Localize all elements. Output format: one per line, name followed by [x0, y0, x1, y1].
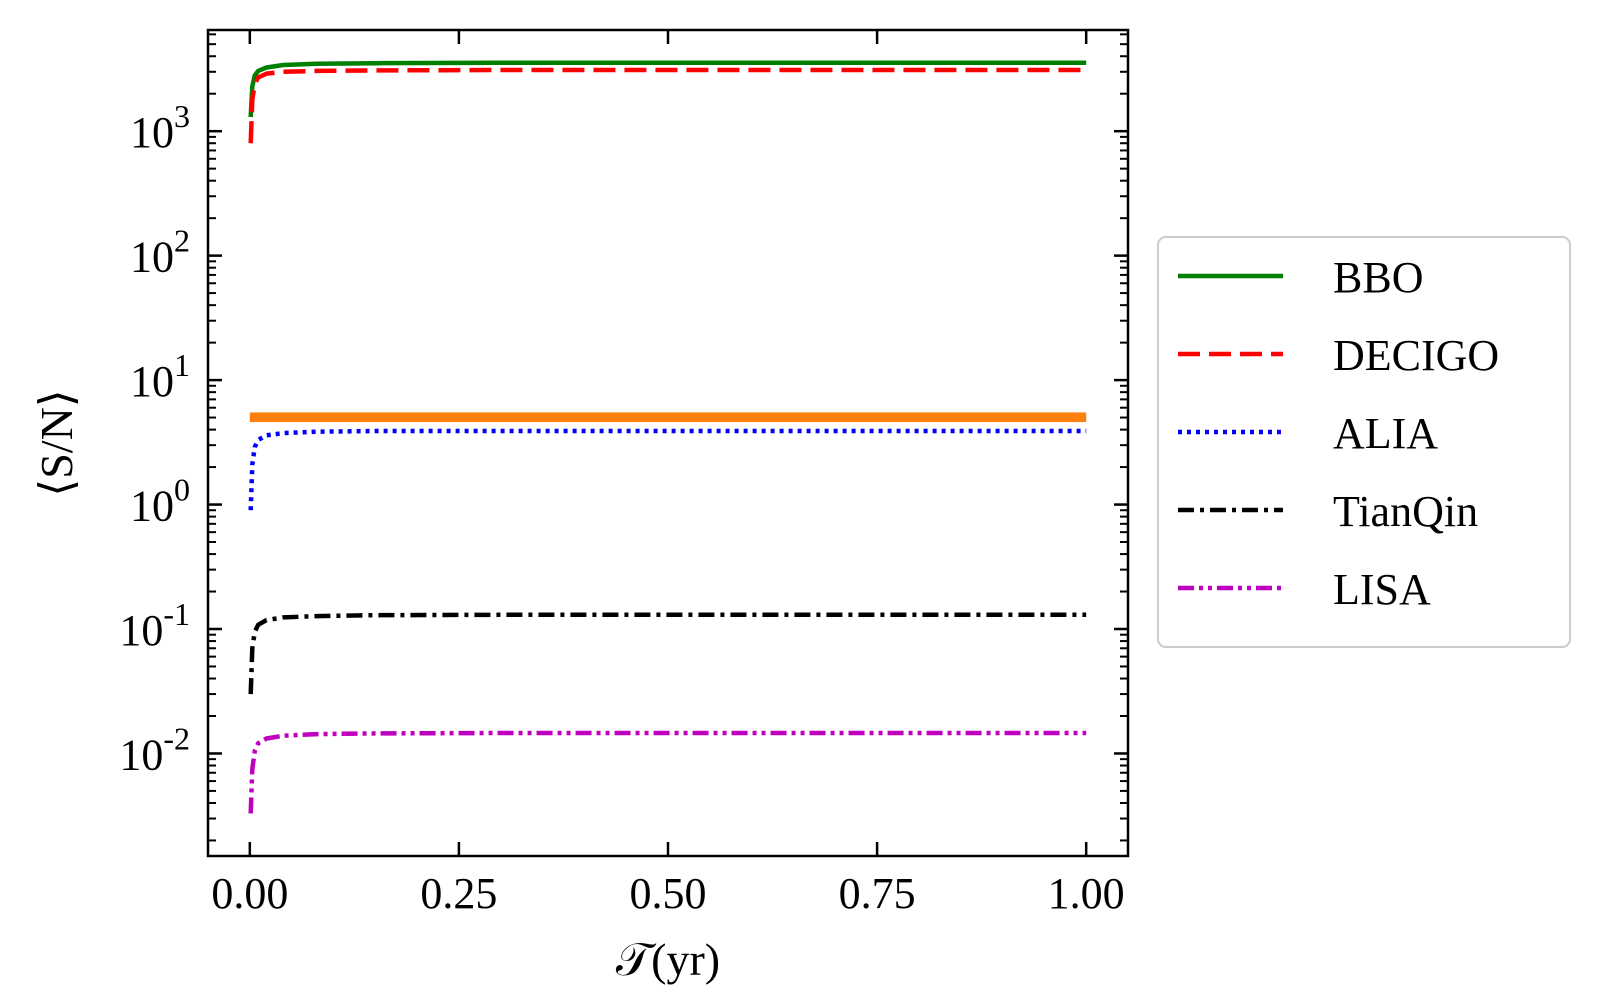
- y-tick-label: 10-2: [119, 720, 190, 779]
- legend-box: [1157, 236, 1571, 648]
- y-tick-label: 103: [130, 98, 190, 157]
- series-alia-line: [248, 428, 1087, 511]
- x-tick-label: 0.75: [839, 869, 916, 918]
- x-tick-label: 1.00: [1048, 869, 1125, 918]
- x-tick-label: 0.00: [211, 869, 288, 918]
- tick-labels: 0.00 0.25 0.50 0.75 1.00 10-2 10-1 100 101 102 103: [119, 98, 1124, 918]
- y-tick-label: 10-1: [119, 596, 190, 655]
- axis-ticks: [208, 30, 1128, 856]
- legend-label-tianqin: TianQin: [1333, 487, 1478, 536]
- legend-label-decigo: DECIGO: [1333, 331, 1499, 380]
- orange-band: [249, 412, 1087, 423]
- legend-label-lisa: LISA: [1333, 565, 1431, 614]
- x-tick-label: 0.25: [420, 869, 497, 918]
- y-tick-label: 100: [130, 472, 190, 531]
- y-axis-title: ⟨S/N⟩: [31, 389, 82, 496]
- x-axis-title: 𝒯(yr): [616, 934, 720, 985]
- legend-label-bbo: BBO: [1333, 253, 1423, 302]
- series-tianqin-line: [248, 612, 1087, 695]
- legend-label-alia: ALIA: [1333, 409, 1438, 458]
- x-tick-label: 0.50: [630, 869, 707, 918]
- series-bbo-line: [248, 60, 1087, 118]
- y-tick-label: 102: [130, 223, 190, 282]
- legend: BBO DECIGO ALIA TianQin LISA: [1157, 236, 1571, 648]
- y-tick-label: 101: [130, 347, 190, 406]
- series-layer: [248, 60, 1087, 814]
- series-decigo-line: [248, 67, 1087, 144]
- series-lisa-line: [248, 730, 1087, 814]
